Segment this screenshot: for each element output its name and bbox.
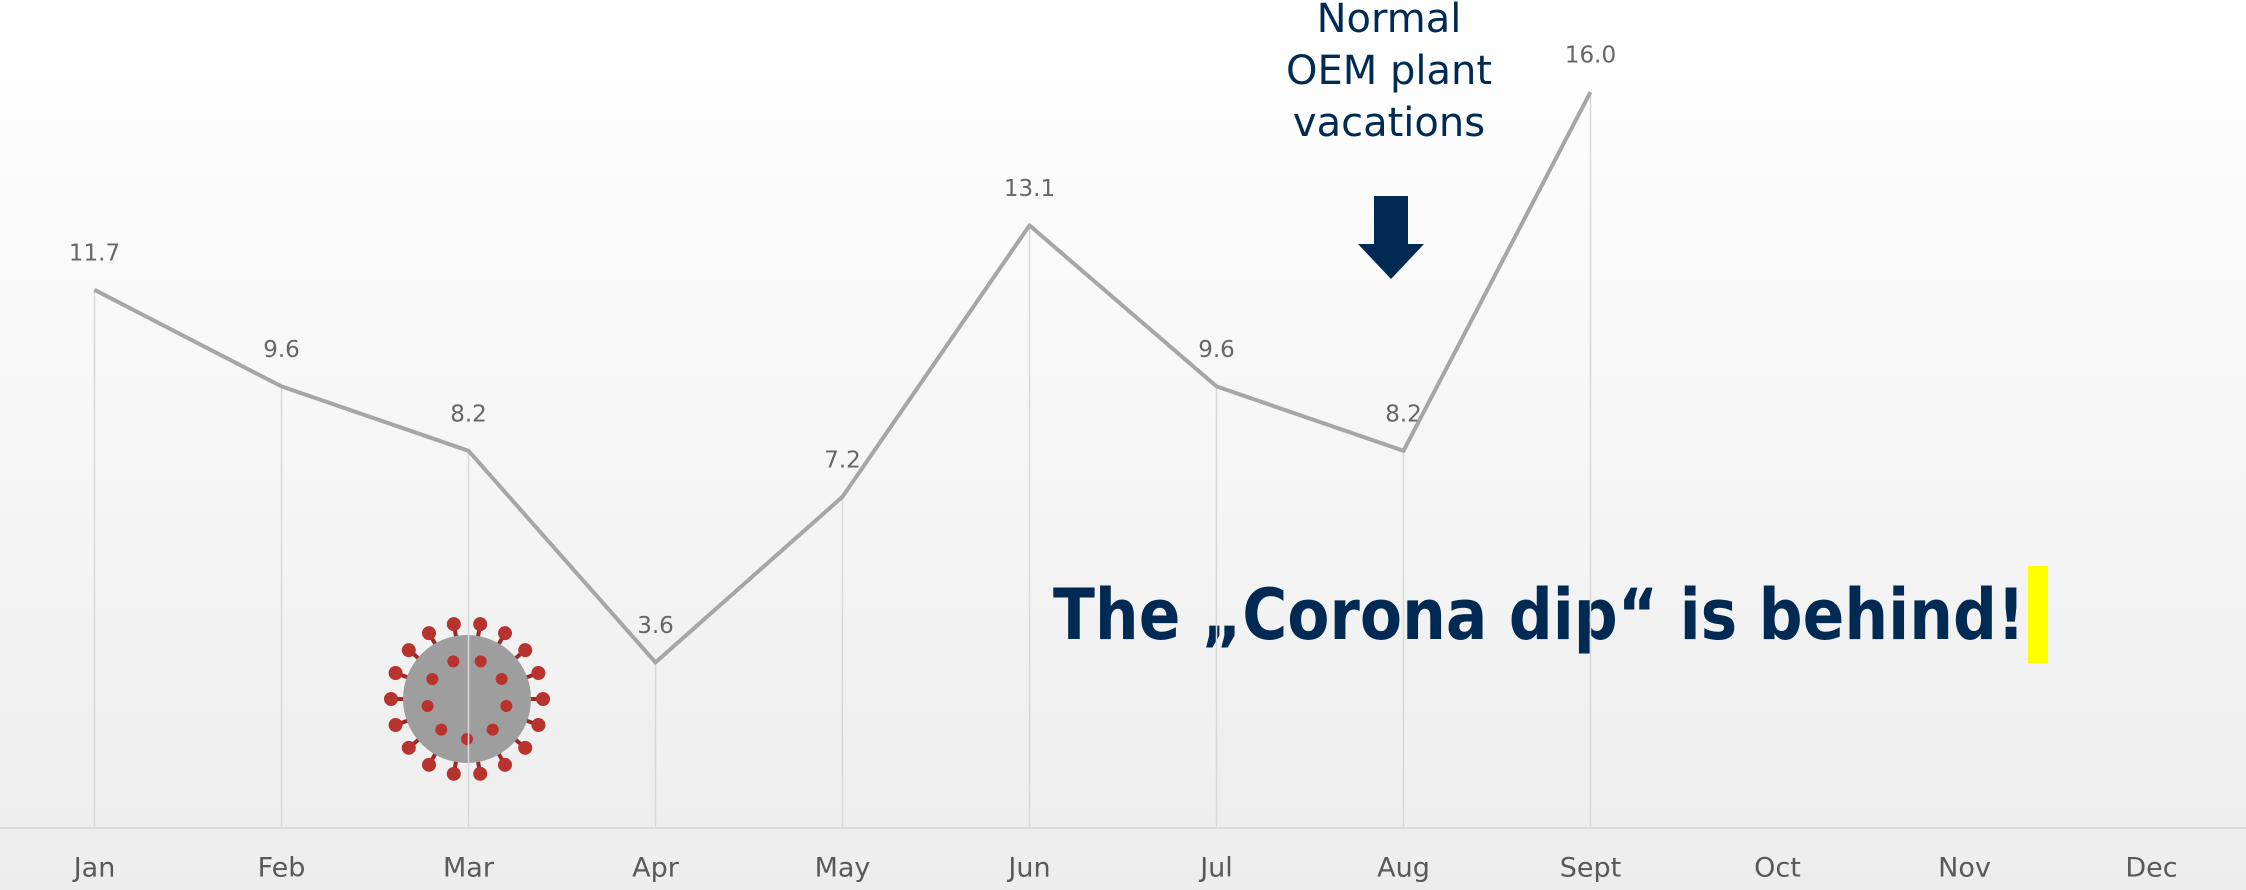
annotation: vacations (1293, 100, 1485, 146)
headline: The „Corona dip“ is behind! (1053, 574, 2025, 656)
spike-tip (495, 673, 508, 685)
x-tick-label: Jun (1006, 853, 1050, 884)
spike-tip (422, 757, 436, 772)
x-tick-label: Oct (1754, 853, 1801, 884)
spike-tip (518, 643, 533, 658)
x-tick-label: Jan (72, 853, 116, 884)
value-label: 13.1 (1004, 176, 1055, 202)
spike-tip (473, 766, 488, 781)
spike-tip (498, 626, 512, 641)
spike-tip (531, 717, 546, 732)
spike-tip (388, 717, 403, 732)
value-label: 9.6 (263, 337, 300, 363)
x-tick-label: Aug (1377, 853, 1430, 884)
spike-tip (435, 723, 448, 736)
spike-tip (473, 617, 488, 632)
value-label: 9.6 (1198, 337, 1235, 363)
value-label: 8.2 (1385, 401, 1422, 427)
spike-tip (536, 692, 550, 706)
spike-tip (388, 666, 403, 681)
arrow (1358, 196, 1424, 279)
line (93, 91, 1593, 665)
annotation: Normal (1317, 0, 1462, 42)
value-label: 16.0 (1565, 43, 1616, 69)
x-tick-label: Jul (1198, 853, 1233, 884)
x-tick-label: Nov (1938, 853, 1991, 884)
spike-tip (384, 692, 398, 706)
virus-icon (384, 617, 550, 781)
virus-body (403, 635, 531, 763)
spike-tip (426, 673, 439, 685)
spike-tip (401, 740, 416, 755)
spike-tip (474, 655, 487, 668)
x-tick-label: Dec (2125, 853, 2177, 884)
spike-tip (486, 723, 499, 736)
spike-tip (531, 666, 546, 681)
x-tick-label: May (815, 853, 871, 884)
spike-tip (500, 699, 513, 712)
spike-tip (461, 733, 473, 745)
x-tick-label: Feb (258, 853, 306, 884)
spike-tip (446, 766, 461, 781)
highlight (2028, 566, 2048, 663)
spike-tip (447, 655, 460, 668)
spike-tip (422, 626, 436, 641)
value-label: 7.2 (824, 447, 861, 473)
spike-tip (498, 757, 512, 772)
x-tick-label: Apr (632, 853, 680, 884)
x-tick-label: Mar (443, 853, 495, 884)
value-label: 8.2 (450, 401, 487, 427)
x-tick-label: Sept (1560, 853, 1621, 884)
annotation: OEM plant (1286, 48, 1492, 94)
value-label: 3.6 (637, 613, 674, 639)
spike-tip (446, 617, 461, 632)
spike-tip (421, 699, 434, 712)
spike-tip (401, 643, 416, 658)
spike-tip (518, 740, 533, 755)
value-label: 11.7 (69, 240, 120, 266)
